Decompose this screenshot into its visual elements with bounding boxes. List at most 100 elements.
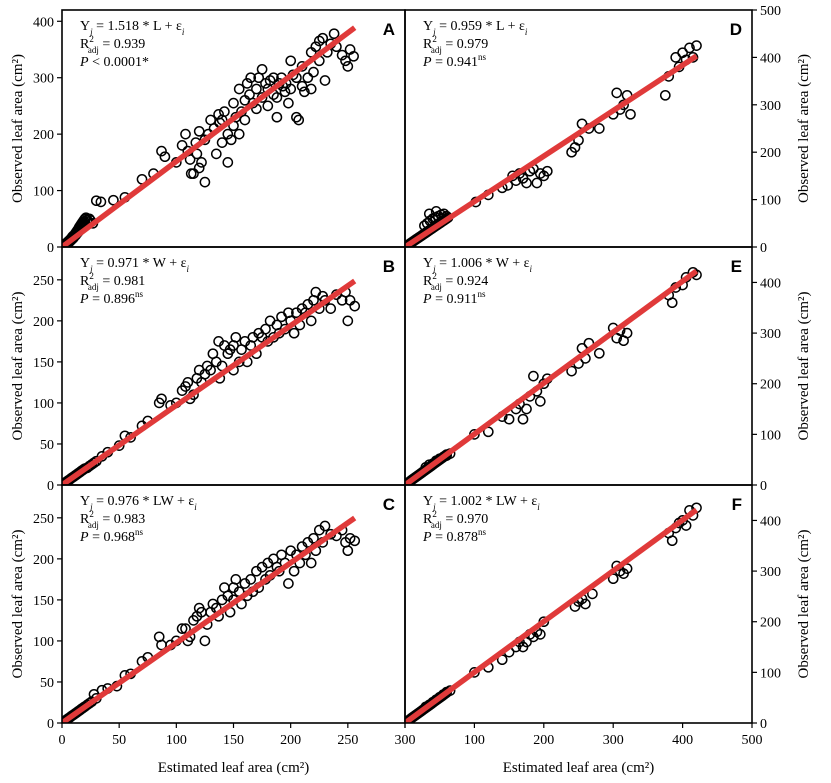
- data-point: [319, 75, 331, 86]
- r2-sup: 2: [89, 34, 94, 44]
- data-point: [621, 327, 633, 339]
- eq-y-sub: j: [89, 27, 93, 37]
- y-tick-label: 50: [40, 676, 54, 691]
- y-axis-title: Observed leaf area (cm²): [10, 54, 26, 203]
- data-point: [310, 286, 322, 298]
- data-point: [517, 413, 529, 425]
- y-tick-label: 200: [33, 553, 54, 568]
- panel-c: 0 50 100 150 200 250 Observed leaf area (cm²) C…: [10, 484, 406, 732]
- data-point: [245, 574, 257, 585]
- data-point: [534, 396, 546, 407]
- y-axis-title: Observed leaf area (cm²): [10, 530, 26, 679]
- data-point: [521, 177, 532, 189]
- r2-line: R2 adj = 0.981: [80, 271, 145, 292]
- r2-value: = 0.970: [442, 512, 488, 527]
- p-label: P: [422, 530, 432, 545]
- r2-sub: adj: [88, 45, 99, 55]
- r2-line: R2 adj = 0.924: [423, 271, 488, 292]
- data-point: [342, 315, 354, 327]
- data-point: [262, 100, 274, 112]
- r2-line: R2 adj = 0.970: [423, 509, 488, 530]
- panel-f: 0 100 200 300 400 Observed leaf area (cm²) F Yj…: [404, 484, 812, 732]
- p-sup: ns: [135, 527, 144, 537]
- y-tick-label: 200: [760, 378, 781, 393]
- y-axis-title: Observed leaf area (cm²): [796, 292, 812, 441]
- x-tick-label: 400: [672, 733, 693, 748]
- data-point: [283, 97, 294, 109]
- data-point: [219, 106, 230, 117]
- panel-frame: [404, 484, 753, 724]
- y-tick-label: 500: [760, 4, 781, 19]
- data-point: [328, 28, 340, 40]
- x-axis-right: 100 200 300 400 500: [404, 723, 763, 748]
- data-point: [534, 629, 546, 640]
- data-point: [283, 578, 294, 589]
- p-value: < 0.0001*: [89, 55, 149, 70]
- data-point: [666, 535, 678, 547]
- x-tick-label: 500: [742, 733, 763, 748]
- r2-r: R: [423, 37, 433, 52]
- panel-letter: B: [383, 257, 395, 276]
- fit-line: [405, 268, 699, 485]
- data-point: [193, 125, 205, 137]
- x-tick-label: 0: [59, 733, 66, 748]
- y-tick-label: 150: [33, 356, 54, 371]
- r2-line: R2 adj = 0.979: [423, 34, 488, 55]
- data-point: [271, 111, 283, 123]
- r2-value: = 0.979: [442, 37, 488, 52]
- eq-y-sub: j: [89, 502, 93, 512]
- data-point: [687, 52, 699, 63]
- data-point: [348, 50, 359, 62]
- data-point: [302, 72, 314, 84]
- y-tick-label: 100: [33, 635, 54, 650]
- p-label: P: [79, 530, 89, 545]
- data-point: [336, 49, 348, 61]
- data-point: [196, 157, 207, 168]
- data-point: [241, 78, 253, 89]
- r2-line: R2 adj = 0.939: [80, 34, 145, 55]
- r2-value: = 0.924: [442, 274, 488, 289]
- eq-y-sub: j: [432, 264, 436, 274]
- y-tick-label: 400: [760, 51, 781, 66]
- data-point: [305, 83, 317, 95]
- data-point: [230, 331, 242, 343]
- data-point: [222, 157, 234, 168]
- x-tick-label: 200: [280, 733, 301, 748]
- y-tick-label: 0: [760, 241, 767, 256]
- y-tick-label: 300: [33, 72, 54, 87]
- data-point: [230, 574, 242, 585]
- eq-eps-sub: i: [530, 264, 533, 274]
- fit-line: [62, 25, 357, 247]
- x-axis-title-right: Estimated leaf area (cm²): [503, 760, 655, 776]
- fit-line: [405, 507, 699, 723]
- eq-eps-sub: i: [187, 264, 190, 274]
- x-tick-label: 300: [395, 733, 416, 748]
- equation-line: Yj = 1.002 * LW + εi: [423, 494, 540, 512]
- p-sup: ns: [478, 52, 487, 62]
- p-value: = 0.878: [432, 530, 478, 545]
- data-point: [228, 97, 239, 109]
- eq-y: Y: [423, 19, 433, 34]
- r2-value: = 0.983: [99, 512, 145, 527]
- panel-letter: A: [383, 20, 395, 39]
- y-tick-label: 200: [33, 315, 54, 330]
- y-tick-label: 300: [760, 99, 781, 114]
- p-value: = 0.911: [432, 292, 478, 307]
- eq-rhs: = 0.971 * W + ε: [93, 256, 187, 271]
- data-point: [430, 206, 442, 217]
- p-sup: ns: [478, 527, 487, 537]
- data-point: [305, 315, 317, 327]
- data-point: [268, 72, 279, 84]
- x-tick-label: 150: [223, 733, 244, 748]
- panel-d: 0 100 200 300 400 500 Observed leaf area (cm²)…: [404, 4, 812, 256]
- y-tick-label: 100: [760, 666, 781, 681]
- p-value: = 0.968: [89, 530, 135, 545]
- data-point: [308, 66, 319, 78]
- data-point: [225, 134, 237, 146]
- r2-sup: 2: [89, 271, 94, 281]
- p-label: P: [422, 292, 432, 307]
- y-tick-label: 400: [760, 514, 781, 529]
- r2-sup: 2: [432, 34, 437, 44]
- r2-sup: 2: [432, 509, 437, 519]
- y-tick-label: 0: [760, 717, 767, 732]
